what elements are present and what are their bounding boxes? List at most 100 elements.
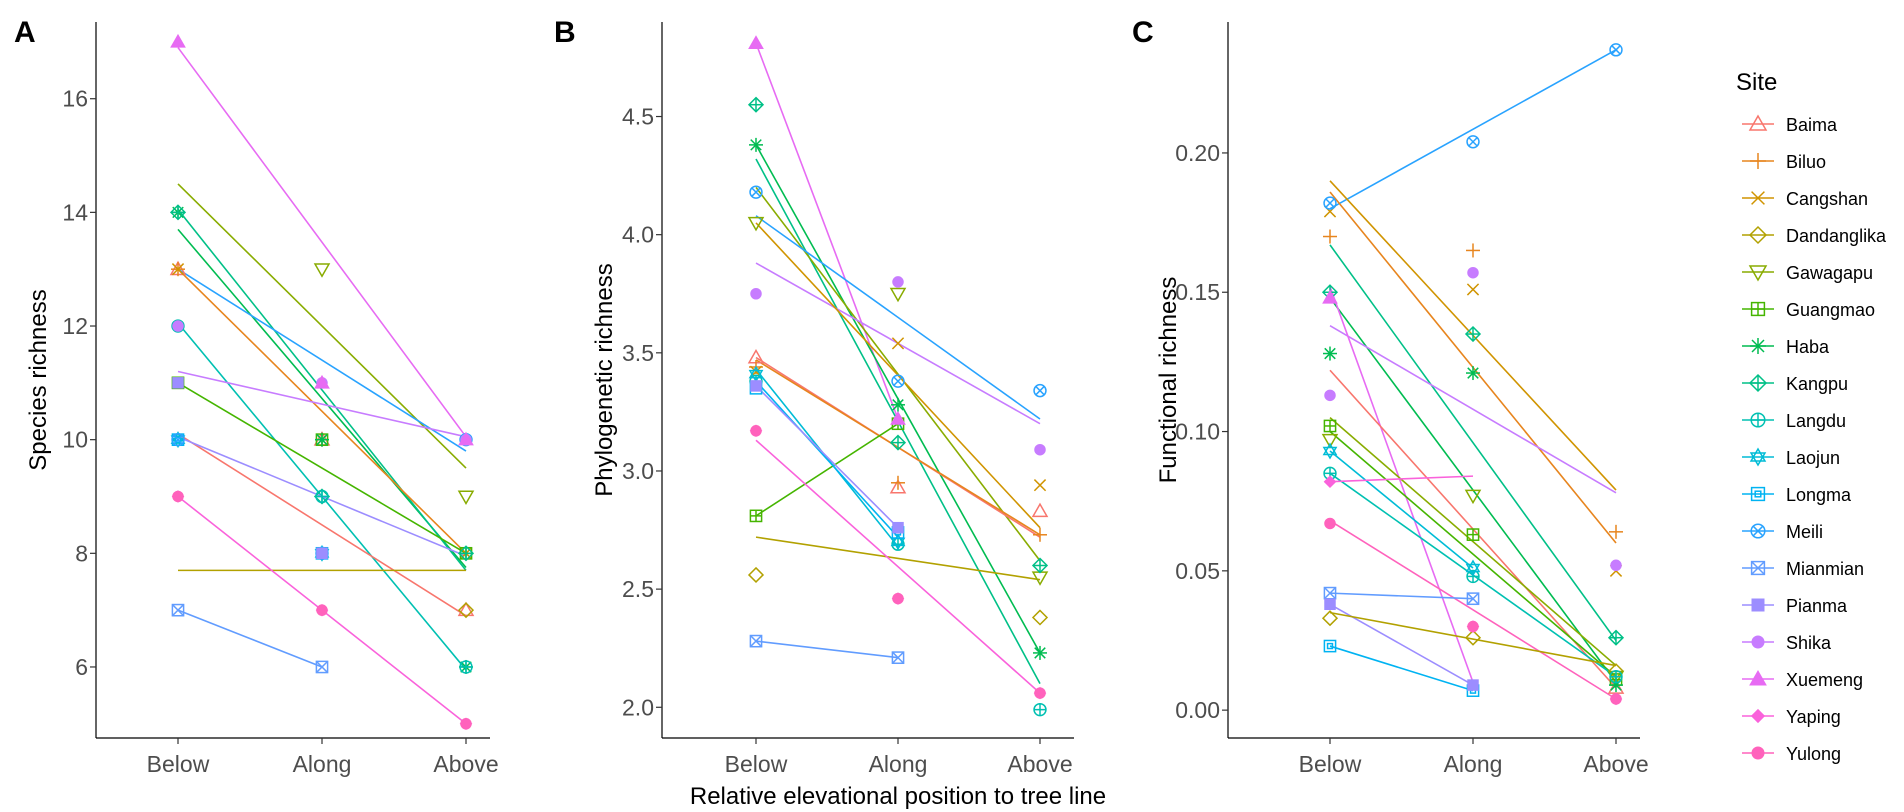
point-cangshan-along	[1466, 283, 1480, 296]
fit-line-guangmao	[755, 423, 899, 517]
point-laojun-along	[1465, 559, 1481, 577]
point-meili-above	[1609, 43, 1623, 57]
point-gawagapu-below	[747, 216, 765, 232]
legend-marker-meili	[1750, 523, 1766, 539]
legend-label: Xuemeng	[1786, 670, 1863, 690]
point-xuemeng-below	[748, 35, 764, 50]
x-tick-label: Above	[1583, 751, 1648, 777]
legend-marker-baima	[1748, 114, 1768, 131]
x-tick-label: Below	[1299, 751, 1362, 777]
legend-item-guangmao: Guangmao	[1742, 300, 1875, 320]
y-tick-label: 3.5	[622, 340, 654, 366]
legend-label: Langdu	[1786, 411, 1846, 431]
y-axis-title-b: Phylogenetic richness	[591, 263, 618, 496]
point-guangmao-below	[1323, 419, 1337, 433]
point-yulong-below	[750, 425, 762, 437]
point-yulong-above	[460, 718, 472, 730]
point-mianmian-below	[749, 634, 763, 648]
point-pianma-along	[892, 521, 904, 534]
point-haba-below	[1323, 346, 1337, 361]
point-biluo-along	[891, 475, 905, 490]
point-pianma-below	[750, 380, 762, 392]
fit-line-longma	[1329, 645, 1474, 692]
point-pianma-below	[1324, 598, 1336, 611]
fit-line-meili	[1329, 49, 1617, 210]
legend-marker-guangmao	[1750, 301, 1766, 317]
legend-item-longma: Longma	[1742, 485, 1852, 505]
panel-letter-a: A	[14, 16, 36, 49]
point-gawagapu-below	[1321, 433, 1339, 449]
legend-marker-pianma	[1751, 598, 1765, 612]
y-tick-label: 6	[75, 654, 88, 680]
plot-area-a: 6 8 10 12 14 16 Below Along Above	[62, 22, 499, 777]
fit-line-mianmian	[177, 609, 323, 668]
point-haba-above	[1033, 645, 1047, 660]
y-tick-label: 16	[62, 86, 88, 112]
point-yulong-along	[892, 592, 904, 605]
point-gawagapu-along	[313, 263, 331, 278]
point-kangpu-above	[457, 545, 475, 562]
legend-item-pianma: Pianma	[1742, 596, 1848, 616]
legend-label: Longma	[1786, 485, 1852, 505]
point-kangpu-along	[1464, 325, 1482, 343]
legend-marker-kangpu	[1748, 373, 1768, 393]
point-haba-below	[749, 137, 763, 152]
legend-label: Meili	[1786, 522, 1823, 542]
fit-line-mianmian	[755, 640, 899, 659]
legend-item-dandanglika: Dandanglika	[1742, 225, 1887, 246]
legend-item-cangshan: Cangshan	[1742, 189, 1868, 209]
legend-item-gawagapu: Gawagapu	[1742, 263, 1873, 283]
legend-marker-dandanglika	[1748, 225, 1768, 245]
fit-line-dandanglika	[1329, 611, 1617, 667]
legend-marker-biluo	[1750, 153, 1766, 169]
legend-label: Biluo	[1786, 152, 1826, 172]
fit-line-kangpu	[1329, 244, 1617, 641]
fit-line-yaping	[755, 439, 1041, 694]
point-yulong-below	[172, 490, 184, 503]
legend-marker-cangshan	[1751, 191, 1765, 205]
y-tick-label: 0.20	[1175, 140, 1220, 166]
point-pianma-along	[316, 547, 328, 560]
legend: Site Baima Biluo Cangshan Dandanglika Gawaga…	[1736, 69, 1887, 764]
x-tick-label: Below	[147, 751, 210, 777]
fit-line-guangmao	[177, 382, 467, 555]
point-dandanglika-above	[1031, 609, 1049, 626]
fit-line-gawagapu	[1329, 417, 1617, 667]
point-biluo-along	[1466, 243, 1480, 258]
fit-line-guangmao	[1329, 430, 1617, 678]
y-tick-label: 4.5	[622, 104, 654, 130]
point-biluo-above	[1033, 527, 1047, 542]
fit-line-mianmian	[1329, 592, 1474, 600]
point-langdu-above	[1033, 702, 1047, 717]
point-langdu-above	[1609, 670, 1623, 684]
legend-marker-laojun	[1749, 447, 1767, 467]
fit-line-xuemeng	[1329, 286, 1474, 683]
point-meili-along	[1466, 135, 1480, 149]
legend-label: Haba	[1786, 337, 1830, 357]
point-kangpu-below	[747, 96, 765, 113]
point-shika-along	[892, 276, 904, 288]
x-tick-label: Above	[1007, 751, 1072, 777]
point-dandanglika-above	[457, 602, 475, 619]
y-axis-title-c: Functional richness	[1155, 277, 1182, 484]
point-laojun-below	[1322, 442, 1338, 460]
y-tick-label: 0.10	[1175, 419, 1220, 445]
legend-item-shika: Shika	[1742, 633, 1832, 653]
point-pianma-below	[172, 377, 184, 389]
y-tick-label: 8	[75, 540, 88, 566]
legend-marker-yulong	[1751, 746, 1765, 760]
point-langdu-above	[459, 660, 473, 674]
y-axis-title-a: Species richness	[25, 289, 52, 470]
point-pianma-along	[1467, 679, 1479, 691]
legend-label: Guangmao	[1786, 300, 1875, 320]
point-yulong-along	[1467, 620, 1479, 633]
fit-line-baima	[177, 433, 467, 617]
point-kangpu-above	[1031, 557, 1049, 574]
legend-marker-langdu	[1750, 412, 1766, 428]
legend-label: Shika	[1786, 633, 1832, 653]
legend-marker-gawagapu	[1748, 265, 1768, 282]
legend-marker-longma	[1750, 486, 1766, 502]
fit-line-meili	[177, 268, 467, 452]
legend-marker-haba	[1750, 338, 1766, 354]
